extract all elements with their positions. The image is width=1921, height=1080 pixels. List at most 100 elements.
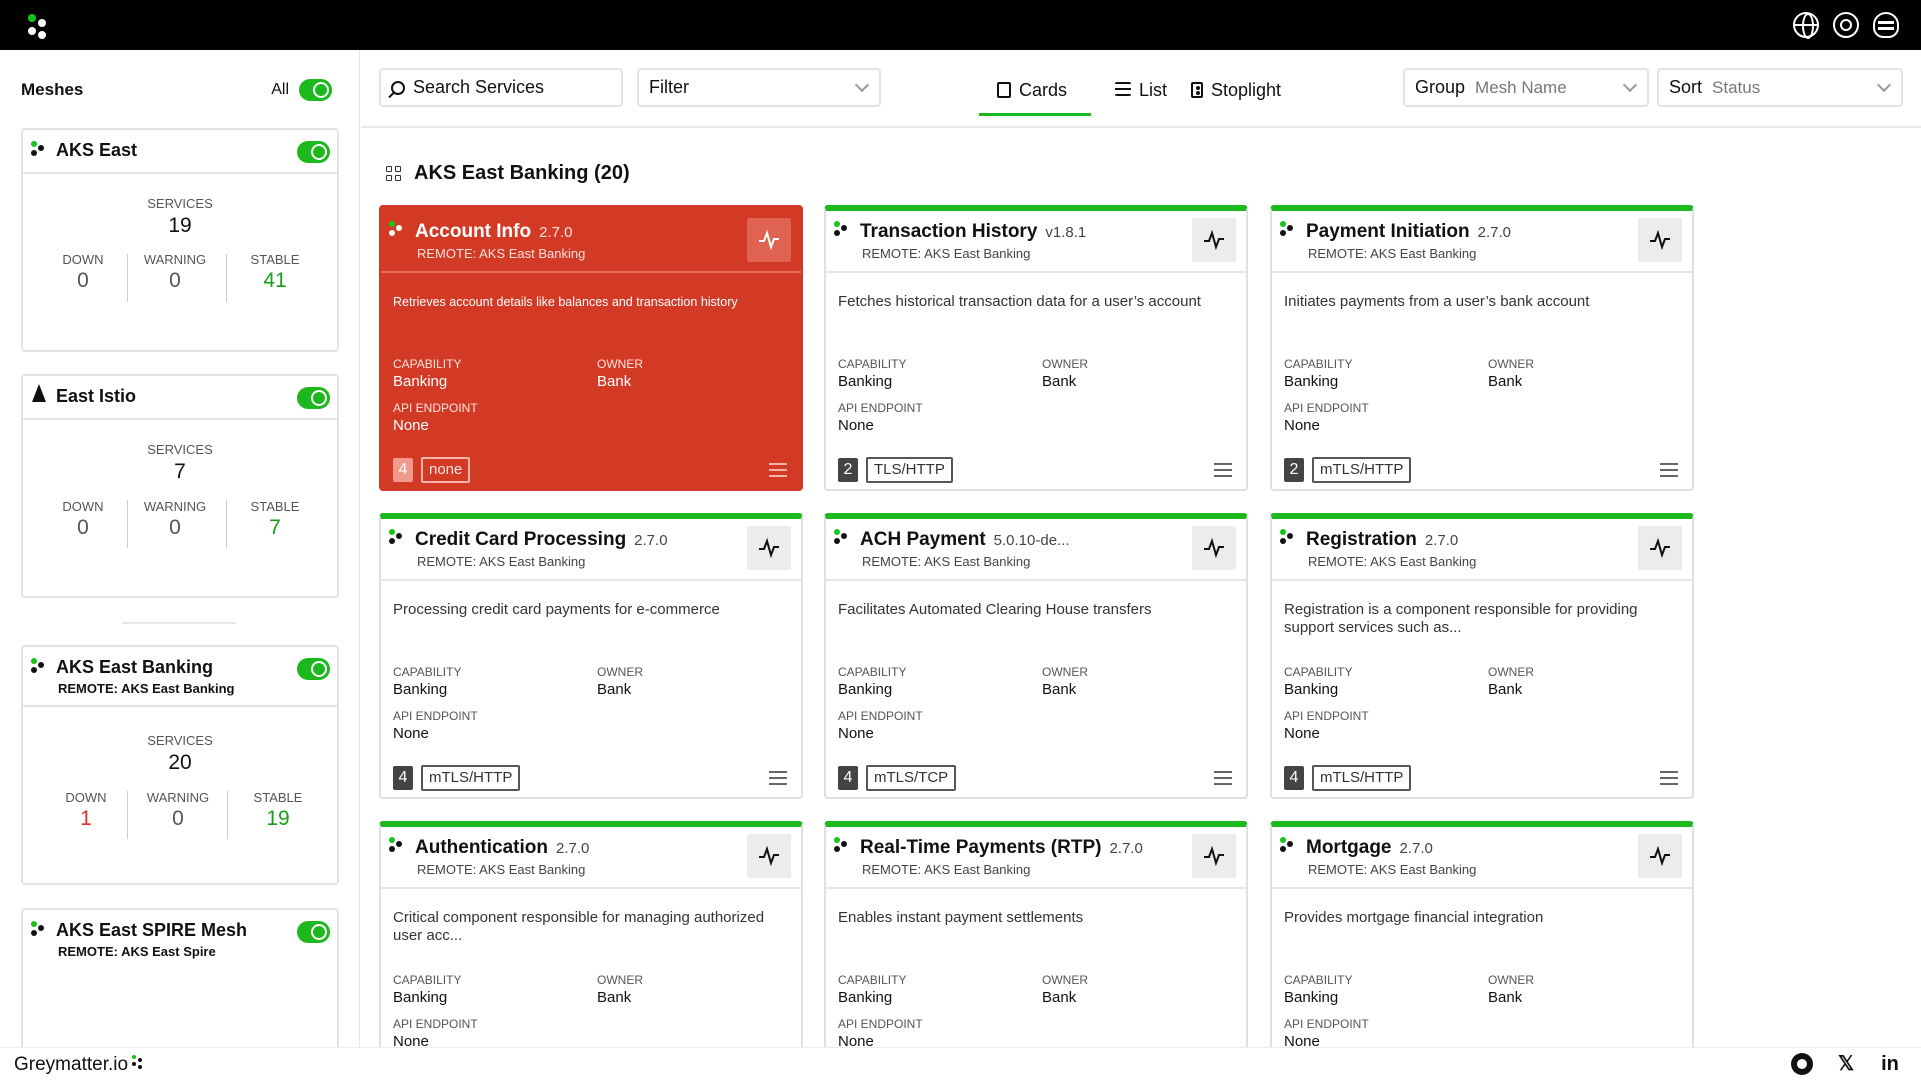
service-card-footer: 4 mTLS/HTTP: [1284, 765, 1684, 791]
service-dots-icon: [834, 529, 852, 547]
greymatter-logo-icon[interactable]: [24, 12, 50, 39]
health-pulse-button[interactable]: [1638, 526, 1682, 570]
service-card-footer: 4 mTLS/HTTP: [393, 765, 793, 791]
owner-value: Bank: [597, 681, 632, 698]
owner-value: Bank: [1042, 373, 1077, 390]
service-card[interactable]: Credit Card Processing 2.7.0 REMOTE: AKS …: [379, 513, 803, 799]
health-pulse-button[interactable]: [747, 834, 791, 878]
filter-label: Filter: [649, 77, 689, 97]
mesh-stats: SERVICES 20 DOWN 1 WARNING 0 STABLE 19: [23, 707, 337, 943]
top-bar: [0, 0, 1921, 50]
service-card[interactable]: ACH Payment 5.0.10-de... REMOTE: AKS East…: [824, 513, 1248, 799]
sidebar-header: Meshes All: [21, 78, 332, 102]
service-dots-icon: [834, 221, 852, 239]
pulse-icon: [1204, 229, 1224, 251]
tab-stoplight[interactable]: Stoplight: [1173, 74, 1299, 116]
health-pulse-button[interactable]: [1192, 834, 1236, 878]
stable-label: STABLE: [250, 499, 300, 514]
health-pulse-button[interactable]: [1192, 218, 1236, 262]
protocol-tag: mTLS/TCP: [866, 765, 957, 791]
api-endpoint-label: API ENDPOINT: [1284, 401, 1369, 415]
globe-icon[interactable]: [1793, 12, 1819, 39]
mesh-stats: SERVICES 7 DOWN 0 WARNING 0 STABLE 7: [23, 420, 337, 640]
details-list-icon[interactable]: [1214, 463, 1232, 477]
list-icon: [1115, 82, 1131, 96]
service-dots-icon: [1280, 529, 1298, 547]
sidebar-title: Meshes: [21, 80, 84, 99]
service-card-header: Registration 2.7.0 REMOTE: AKS East Banki…: [1272, 519, 1692, 581]
filter-dropdown[interactable]: Filter: [637, 68, 881, 107]
mesh-card-header: AKS East Banking REMOTE: AKS East Bankin…: [23, 647, 337, 707]
services-label: SERVICES: [147, 196, 213, 211]
capability-label: CAPABILITY: [393, 357, 462, 371]
details-list-icon[interactable]: [1660, 463, 1678, 477]
service-name: Mortgage: [1306, 837, 1392, 858]
linkedin-icon[interactable]: in: [1881, 1053, 1899, 1075]
brand-name: Greymatter.io: [14, 1054, 129, 1075]
services-label: SERVICES: [147, 442, 213, 457]
service-card-footer: 2 mTLS/HTTP: [1284, 457, 1684, 483]
mesh-toggle[interactable]: [297, 387, 330, 409]
service-remote: REMOTE: AKS East Banking: [1308, 862, 1477, 877]
tab-list[interactable]: List: [1097, 74, 1185, 116]
sort-select[interactable]: Sort Status: [1657, 68, 1903, 107]
owner-value: Bank: [1488, 373, 1523, 390]
owner-label: OWNER: [1488, 357, 1534, 371]
chevron-down-icon: [1876, 77, 1892, 93]
service-remote: REMOTE: AKS East Banking: [417, 246, 586, 261]
group-select[interactable]: Group Mesh Name: [1403, 68, 1649, 107]
mesh-card-aks-east-banking[interactable]: AKS East Banking REMOTE: AKS East Bankin…: [21, 645, 339, 885]
details-list-icon[interactable]: [1214, 771, 1232, 785]
service-card[interactable]: Payment Initiation 2.7.0 REMOTE: AKS East…: [1270, 205, 1694, 491]
capability-label: CAPABILITY: [838, 665, 907, 679]
stoplight-icon: [1191, 82, 1203, 98]
health-pulse-button[interactable]: [1638, 834, 1682, 878]
mesh-remote: REMOTE: AKS East Spire: [58, 944, 216, 959]
mesh-card-east-istio[interactable]: East Istio SERVICES 7 DOWN 0 WARNING 0 S…: [21, 374, 339, 598]
search-icon: [391, 80, 405, 95]
service-description: Retrieves account details like balances …: [393, 295, 738, 309]
owner-label: OWNER: [1042, 357, 1088, 371]
service-card[interactable]: Authentication 2.7.0 REMOTE: AKS East Ban…: [379, 821, 803, 1061]
mesh-toggle[interactable]: [297, 658, 330, 680]
service-card[interactable]: Real-Time Payments (RTP) 2.7.0 REMOTE: AK…: [824, 821, 1248, 1061]
tab-cards[interactable]: Cards: [979, 74, 1091, 116]
x-icon[interactable]: 𝕏: [1837, 1053, 1855, 1075]
pulse-icon: [1650, 845, 1670, 867]
health-pulse-button[interactable]: [1638, 218, 1682, 262]
api-endpoint-value: None: [393, 725, 429, 742]
mesh-dots-icon: [31, 921, 49, 939]
service-description: Fetches historical transaction data for …: [838, 293, 1201, 310]
service-card[interactable]: Mortgage 2.7.0 REMOTE: AKS East Banking P…: [1270, 821, 1694, 1061]
health-pulse-button[interactable]: [1192, 526, 1236, 570]
all-meshes-toggle[interactable]: [299, 79, 332, 101]
search-placeholder: Search Services: [413, 77, 545, 97]
user-profile-icon[interactable]: [1873, 12, 1899, 38]
details-list-icon[interactable]: [769, 463, 787, 477]
mesh-toggle[interactable]: [297, 921, 330, 943]
mesh-card-aks-east-spire-mesh[interactable]: AKS East SPIRE Mesh REMOTE: AKS East Spi…: [21, 908, 339, 1058]
github-icon[interactable]: [1791, 1053, 1813, 1075]
search-input[interactable]: Search Services: [379, 68, 623, 107]
health-pulse-button[interactable]: [747, 218, 791, 262]
stat-divider: [127, 791, 128, 839]
capability-label: CAPABILITY: [1284, 665, 1353, 679]
details-list-icon[interactable]: [769, 771, 787, 785]
mesh-name: AKS East SPIRE Mesh: [56, 920, 248, 940]
health-pulse-button[interactable]: [747, 526, 791, 570]
protocol-tag: mTLS/HTTP: [421, 765, 521, 791]
mesh-card-aks-east[interactable]: AKS East SERVICES 19 DOWN 0 WARNING 0 ST…: [21, 128, 339, 352]
target-icon[interactable]: [1833, 12, 1859, 38]
service-name-group: Mortgage 2.7.0: [1306, 837, 1433, 859]
service-card[interactable]: Registration 2.7.0 REMOTE: AKS East Banki…: [1270, 513, 1694, 799]
service-card[interactable]: Account Info 2.7.0 REMOTE: AKS East Banki…: [379, 205, 803, 491]
api-endpoint-value: None: [393, 417, 429, 434]
services-count: 19: [168, 214, 192, 237]
service-dots-icon: [1280, 837, 1298, 855]
mesh-toggle[interactable]: [297, 141, 330, 163]
grid-icon[interactable]: [386, 165, 402, 182]
capability-value: Banking: [1284, 989, 1339, 1006]
istio-sail-icon: [32, 384, 46, 402]
details-list-icon[interactable]: [1660, 771, 1678, 785]
service-card[interactable]: Transaction History v1.8.1 REMOTE: AKS Ea…: [824, 205, 1248, 491]
